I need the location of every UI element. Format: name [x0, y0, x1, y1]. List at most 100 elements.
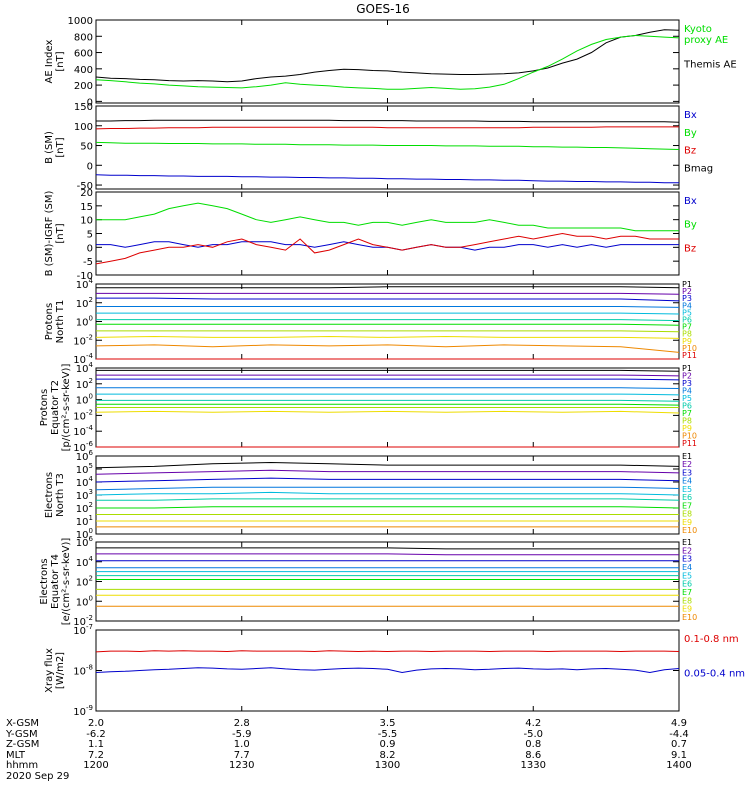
- series-line-bx: [95, 174, 679, 184]
- y-tick-label: 100: [76, 594, 93, 608]
- legend-label-p8: P8: [682, 330, 692, 339]
- series-line-p2: [96, 292, 680, 295]
- x-row-value: 1330: [521, 760, 546, 771]
- legend-label-p2: P2: [682, 287, 692, 296]
- series-line-p7: [96, 323, 680, 326]
- x-row-value: 7.2: [88, 750, 104, 761]
- y-tick-label: 50: [80, 142, 93, 153]
- y-tick-label: 600: [74, 49, 93, 60]
- y-tick-label: 102: [76, 377, 93, 391]
- legend: Bx By Bz: [684, 196, 697, 254]
- y-tick-label: 10-8: [73, 664, 93, 678]
- y-axis-label: Xray flux[W/m2]: [44, 648, 66, 693]
- legend-label-e7: E7: [682, 588, 692, 597]
- series-line-p5: [96, 393, 680, 396]
- panel-frame: [95, 191, 680, 276]
- legend-label: 0.05-0.4 nm: [684, 669, 745, 680]
- legend-label-p3: P3: [682, 379, 692, 388]
- y-tick-label: 100: [76, 315, 93, 329]
- series-line-p1: [96, 369, 680, 372]
- legend-label-e10: E10: [682, 613, 697, 622]
- series-line-by: [96, 202, 679, 232]
- x-row-value: 8.6: [525, 750, 541, 761]
- legend-label-p3: P3: [682, 294, 692, 303]
- series-line-p9: [95, 410, 680, 414]
- panel-frame: [95, 283, 680, 360]
- series-line-e3: [95, 477, 680, 483]
- x-row-value: -4.4: [669, 729, 689, 740]
- x-row-value: -5.0: [523, 729, 543, 740]
- panel-frame: [95, 455, 680, 535]
- legend-label-e6: E6: [682, 580, 692, 589]
- x-row-value: 7.7: [234, 750, 250, 761]
- legend-label: By: [684, 128, 697, 139]
- series-line-bz: [95, 232, 679, 265]
- y-tick-label: 0: [87, 243, 93, 254]
- x-row-value: -6.2: [86, 729, 106, 740]
- legend-label: Kyoto proxy AE: [684, 24, 728, 46]
- y-tick-label: 104: [76, 555, 94, 569]
- x-row-label: Y-GSM: [5, 729, 38, 740]
- legend-label-e5: E5: [682, 485, 692, 494]
- series-line-p9: [95, 335, 680, 339]
- x-row-value: 2.8: [234, 718, 250, 729]
- panel-ae: 1000 800 600 400 200 0 AE Index[nT] Kyoto proxy …: [44, 16, 737, 108]
- series-line-p5: [96, 312, 680, 315]
- y-tick-label: 20: [80, 188, 93, 199]
- panel-xray: 10-7 10-8 10-9 Xray flux[W/m2] 0.1-0.8 nm 0.0…: [44, 623, 745, 718]
- x-row-value: 1400: [666, 760, 691, 771]
- legend-label-e2: E2: [682, 546, 692, 555]
- panel-bigrf: 20 15 10 5 0 -5 -10 B (SM)-IGRF (SM)[nT] Bx By Bz: [44, 188, 697, 282]
- x-row-value: -5.5: [378, 729, 398, 740]
- x-row-value: 9.1: [671, 750, 687, 761]
- y-tick-label: 400: [74, 65, 93, 76]
- legend-label: Bx: [684, 110, 697, 121]
- x-row-value: 1.0: [234, 739, 250, 750]
- legend-label-p11: P11: [682, 439, 697, 448]
- series-line-p6: [96, 399, 680, 402]
- legend-label-p5: P5: [682, 308, 692, 317]
- series-line-p1: [96, 286, 680, 289]
- x-row-value: 3.5: [380, 718, 396, 729]
- y-tick-label: 0: [87, 161, 93, 172]
- y-axis-label: ElectronsNorth T3: [44, 472, 66, 518]
- y-tick-label: 105: [76, 462, 93, 476]
- series-line-by: [95, 141, 680, 150]
- series-line-themis-ae: [95, 29, 680, 83]
- y-tick-label: 104: [76, 361, 94, 375]
- legend-label-e8: E8: [682, 510, 692, 519]
- x-row-label: X-GSM: [6, 718, 39, 729]
- series-line-kyoto-proxy-ae: [95, 34, 680, 90]
- legend-label: 0.1-0.8 nm: [684, 634, 739, 645]
- legend-label-e3: E3: [682, 468, 692, 477]
- legend-label: By: [684, 220, 697, 231]
- legend-label-p2: P2: [682, 372, 692, 381]
- panel-frame: [95, 19, 680, 104]
- y-axis-label: AE Index[nT]: [44, 39, 66, 83]
- series-line-p3: [96, 378, 680, 381]
- legend-label-e10: E10: [682, 526, 697, 535]
- y-tick-label: 150: [74, 102, 93, 113]
- y-tick-label: 5: [87, 230, 93, 241]
- series-line-0-1-0-8-nm: [95, 650, 680, 653]
- x-row-value: 1230: [229, 760, 254, 771]
- legend-label-p7: P7: [682, 409, 692, 418]
- series-line-p8: [96, 330, 680, 333]
- y-tick-label: 10-9: [73, 704, 93, 718]
- series-line-p2: [96, 374, 680, 377]
- series-line-p10: [95, 344, 680, 353]
- y-tick-label: 1000: [68, 16, 93, 27]
- y-tick-label: 10-7: [73, 623, 93, 637]
- series-line-e2: [96, 553, 679, 556]
- legend-label-e6: E6: [682, 493, 692, 502]
- legend-label-p1: P1: [682, 364, 692, 373]
- figure-title: GOES-16: [356, 2, 410, 16]
- panel-bsm: 150 100 50 0 -50 B (SM)[nT] Bx By Bz Bmag: [44, 102, 713, 192]
- legend-label-e3: E3: [682, 555, 692, 564]
- legend-label-e1: E1: [682, 452, 692, 461]
- y-tick-label: 101: [76, 514, 93, 528]
